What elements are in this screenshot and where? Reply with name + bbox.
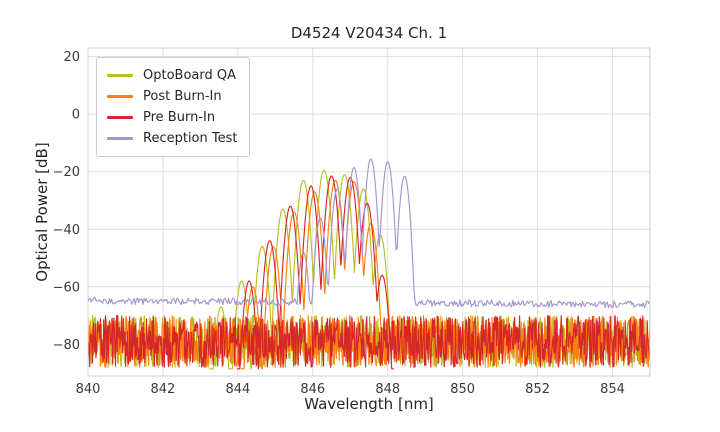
legend-swatch-post-burn-in (107, 95, 133, 98)
y-axis-label: Optical Power [dB] (33, 142, 51, 282)
x-tick-label: 854 (600, 382, 625, 397)
y-tick-label: −40 (53, 223, 80, 238)
legend-label-optoboard-qa: OptoBoard QA (143, 68, 236, 83)
legend-label-reception-test: Reception Test (143, 131, 238, 146)
x-axis-label: Wavelength [nm] (304, 395, 434, 413)
series-line-noise (88, 315, 650, 368)
legend: OptoBoard QA Post Burn-In Pre Burn-In Re… (96, 57, 251, 157)
legend-swatch-optoboard-qa (107, 74, 133, 77)
x-tick-label: 848 (375, 382, 400, 397)
x-tick-label: 850 (450, 382, 475, 397)
legend-item: Pre Burn-In (107, 107, 237, 128)
legend-label-post-burn-in: Post Burn-In (143, 89, 222, 104)
axes-border (87, 47, 651, 377)
series-line-spectrum (236, 175, 395, 370)
legend-label-pre-burn-in: Pre Burn-In (143, 110, 216, 125)
tick-labels: 840 842 844 846 848 850 852 854 20 0 −20 −40 −60 −80 (53, 50, 625, 397)
legend-swatch-reception-test (107, 137, 133, 140)
legend-swatch-pre-burn-in (107, 116, 133, 119)
y-tick-label: −60 (53, 280, 80, 295)
x-tick-label: 842 (151, 382, 176, 397)
y-tick-label: −80 (53, 338, 80, 353)
legend-item: Reception Test (107, 128, 237, 149)
x-tick-label: 846 (300, 382, 325, 397)
y-tick-label: −20 (53, 165, 80, 180)
x-tick-label: 852 (525, 382, 550, 397)
y-tick-label: 20 (63, 50, 80, 65)
legend-item: OptoBoard QA (107, 65, 237, 86)
legend-item: Post Burn-In (107, 86, 237, 107)
series-pre-burn-in (88, 175, 650, 370)
y-tick-label: 0 (72, 108, 80, 123)
x-tick-label: 840 (76, 382, 101, 397)
series-reception-test (88, 158, 650, 309)
x-tick-label: 844 (225, 382, 250, 397)
chart-title: D4524 V20434 Ch. 1 (290, 24, 448, 42)
series-group (88, 158, 650, 370)
series-line-spectrum (208, 169, 393, 370)
series-line-noise (88, 158, 650, 309)
